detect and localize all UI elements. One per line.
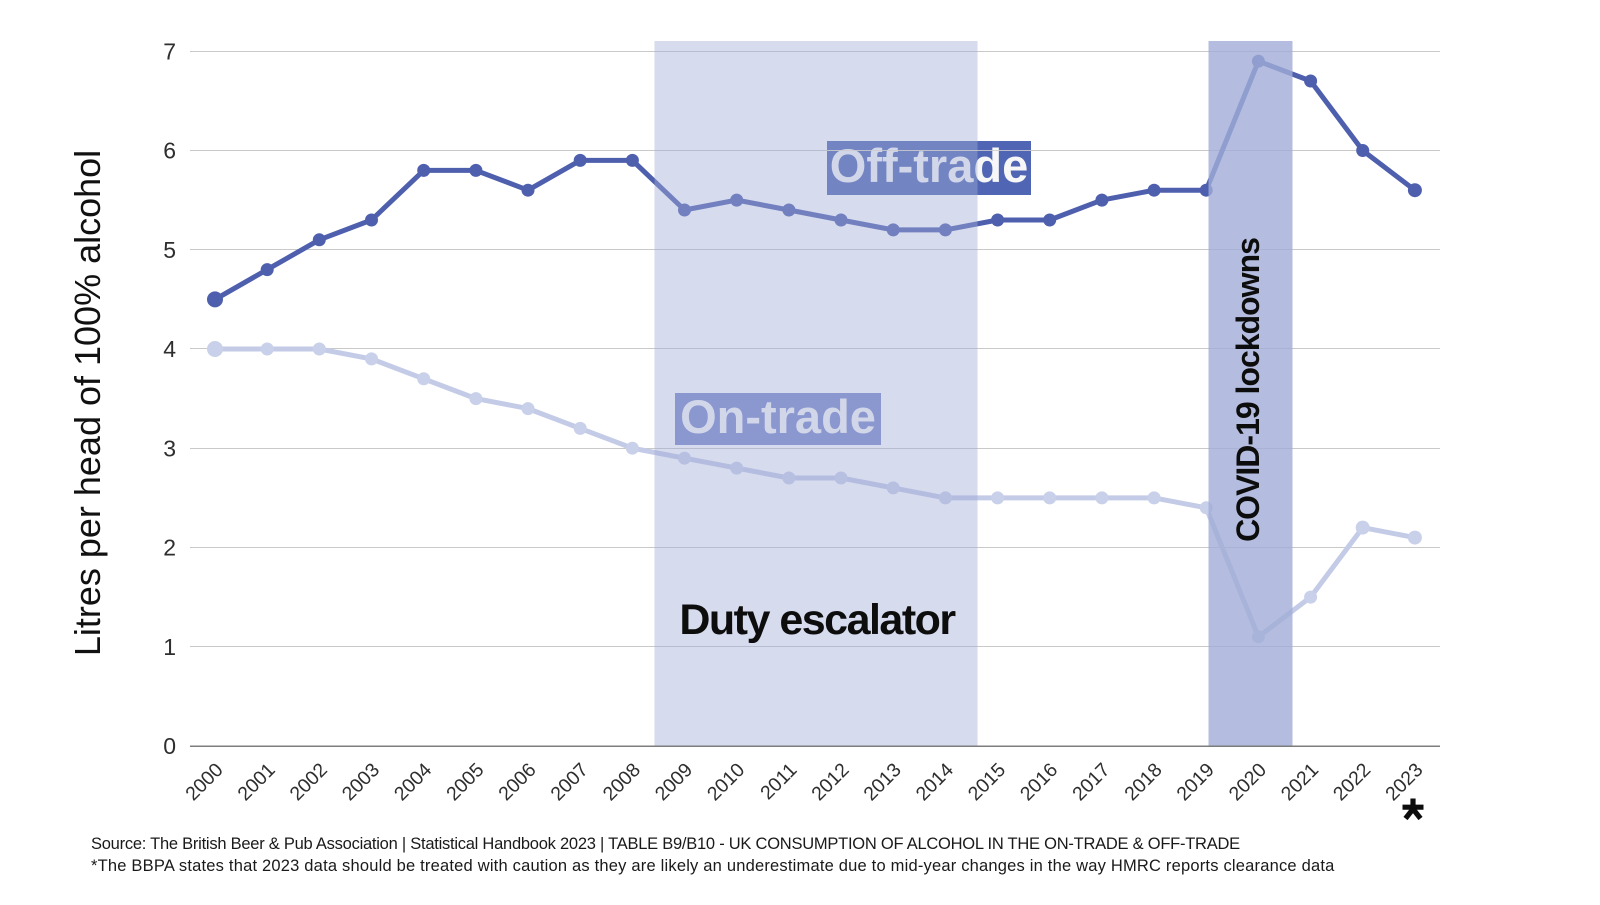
svg-text:5: 5: [163, 237, 176, 263]
svg-text:2: 2: [163, 535, 176, 561]
svg-text:6: 6: [163, 138, 176, 164]
svg-text:3: 3: [163, 435, 176, 461]
svg-text:Off-trade: Off-trade: [830, 139, 1028, 192]
svg-text:1: 1: [163, 634, 176, 660]
svg-text:4: 4: [163, 336, 176, 362]
svg-text:COVID-19 lockdowns: COVID-19 lockdowns: [1230, 238, 1266, 542]
svg-text:7: 7: [163, 38, 176, 64]
svg-text:0: 0: [163, 733, 176, 759]
svg-text:*The BBPA states that 2023 dat: *The BBPA states that 2023 data should b…: [91, 857, 1335, 875]
svg-text:On-trade: On-trade: [680, 390, 876, 443]
svg-text:Litres per head of 100% alcoho: Litres per head of 100% alcohol: [67, 150, 108, 656]
svg-text:Source: The British Beer & Pub: Source: The British Beer & Pub Associati…: [91, 835, 1240, 853]
svg-text:Duty escalator: Duty escalator: [679, 596, 956, 644]
